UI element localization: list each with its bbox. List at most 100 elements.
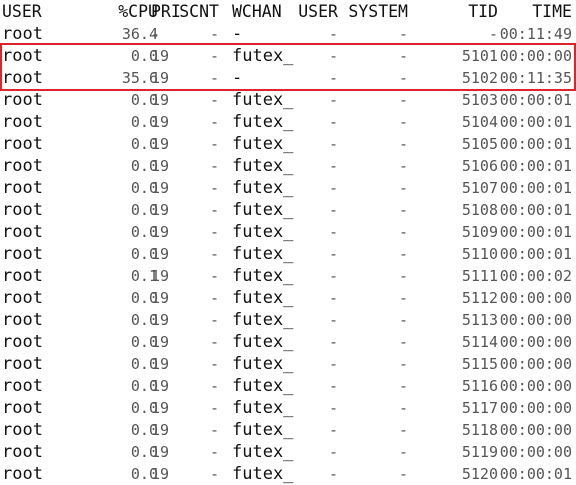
row-system-time: - [398,399,408,417]
row-user-time: - [328,201,338,219]
row-cpu: 0.0 [130,135,158,153]
row-pri: 19 [151,113,170,131]
table-row: root 0.0 19- futex_ - -5107 00:00:01 [0,177,576,199]
row-time: 00:00:00 [499,355,572,373]
row-wchan: futex_ [232,442,294,462]
row-tid: 5117 [461,399,498,417]
row-tid: 5104 [461,113,498,131]
row-scnt: - [209,157,219,175]
row-cpu: 0.0 [130,333,158,351]
row-tid: 5111 [461,267,498,285]
row-tid: 5114 [461,333,498,351]
row-pri: 19 [151,69,170,87]
row-wchan: futex_ [232,222,294,242]
row-time: 00:00:01 [499,201,572,219]
row-scnt: - [209,289,219,307]
row-pri: 19 [151,157,170,175]
row-time: 00:00:01 [499,113,572,131]
row-user-time: - [328,355,338,373]
row-scnt: - [209,465,219,483]
row-scnt: - [209,47,219,65]
row-wchan: futex_ [232,244,294,264]
row-user-time: - [328,421,338,439]
row-cpu: 0.1 [130,267,158,285]
row-cpu: 0.0 [130,179,158,197]
table-row: root 0.0 19- futex_ - -5106 00:00:01 [0,155,576,177]
row-wchan: futex_ [232,46,294,66]
row-pri: 19 [151,47,170,65]
row-time: 00:00:01 [499,157,572,175]
row-wchan: futex_ [232,310,294,330]
row-user: root [2,112,43,132]
row-tid: 5112 [461,289,498,307]
row-cpu: 0.0 [130,443,158,461]
row-user-time: - [328,47,338,65]
row-wchan: - [232,24,243,44]
header-pri: PRI [151,2,181,21]
row-wchan: futex_ [232,156,294,176]
row-user-time: - [328,267,338,285]
table-row: root 0.0 19- futex_ - -5116 00:00:00 [0,375,576,397]
row-tid: 5105 [461,135,498,153]
header-scnt: SCNT [179,2,219,21]
row-cpu: 0.0 [130,245,158,263]
row-system-time: - [398,289,408,307]
table-row: root 0.0 19- futex_ - -5119 00:00:00 [0,441,576,463]
table-row: root 0.0 19- futex_ - -5109 00:00:01 [0,221,576,243]
row-cpu: 0.0 [130,311,158,329]
row-tid: 5113 [461,311,498,329]
row-cpu: 0.0 [130,377,158,395]
table-row: root 0.1 19- futex_ - -5111 00:00:02 [0,265,576,287]
row-time: 00:00:01 [499,245,572,263]
row-user: root [2,266,43,286]
row-system-time: - [398,179,408,197]
row-wchan: futex_ [232,420,294,440]
row-user: root [2,310,43,330]
row-scnt: - [209,245,219,263]
row-tid: 5108 [461,201,498,219]
row-pri: 19 [151,223,170,241]
table-row: root 0.0 19- futex_ - -5108 00:00:01 [0,199,576,221]
row-user: root [2,244,43,264]
table-row: root 0.0 19- futex_ - -5120 00:00:01 [0,463,576,485]
row-system-time: - [398,245,408,263]
row-scnt: - [209,311,219,329]
row-user: root [2,354,43,374]
row-system-time: - [398,135,408,153]
row-user-time: - [328,113,338,131]
row-tid: 5102 [461,69,498,87]
row-pri: 19 [151,91,170,109]
row-cpu: 0.0 [130,421,158,439]
row-wchan: futex_ [232,398,294,418]
row-cpu: 0.0 [130,465,158,483]
row-system-time: - [398,47,408,65]
row-user: root [2,156,43,176]
row-wchan: futex_ [232,200,294,220]
row-time: 00:11:49 [499,25,572,43]
row-user-time: - [328,25,338,43]
row-pri: 19 [151,377,170,395]
row-system-time: - [398,69,408,87]
table-row: root 0.0 19- futex_ - -5103 00:00:01 [0,89,576,111]
row-user: root [2,288,43,308]
row-time: 00:00:00 [499,333,572,351]
table-row: root 0.0 19- futex_ - -5110 00:00:01 [0,243,576,265]
row-wchan: futex_ [232,332,294,352]
row-time: 00:00:01 [499,465,572,483]
row-user: root [2,90,43,110]
row-tid: 5101 [461,47,498,65]
table-row: root 0.0 19- futex_ - -5112 00:00:00 [0,287,576,309]
row-system-time: - [398,267,408,285]
row-user-time: - [328,333,338,351]
row-user-time: - [328,399,338,417]
row-cpu: 0.0 [130,91,158,109]
row-tid: 5107 [461,179,498,197]
row-wchan: futex_ [232,178,294,198]
row-scnt: - [209,399,219,417]
row-wchan: futex_ [232,354,294,374]
row-time: 00:00:01 [499,91,572,109]
row-wchan: futex_ [232,288,294,308]
row-scnt: - [209,91,219,109]
row-user: root [2,420,43,440]
